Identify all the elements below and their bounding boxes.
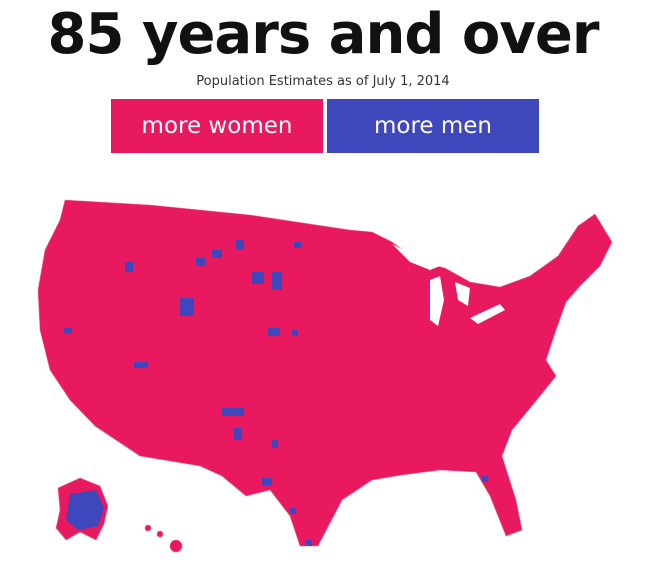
lake <box>455 282 470 306</box>
county <box>306 540 312 546</box>
county <box>268 328 280 336</box>
county <box>482 476 488 482</box>
hawaii <box>144 524 152 532</box>
county <box>196 258 205 266</box>
county <box>234 428 242 440</box>
county <box>134 362 148 368</box>
hawaii <box>156 530 164 538</box>
county <box>212 250 222 258</box>
lake <box>392 244 445 270</box>
county <box>262 478 272 486</box>
county <box>272 272 282 290</box>
states <box>37 199 613 553</box>
county <box>290 508 296 514</box>
county <box>64 328 72 334</box>
county <box>222 408 244 416</box>
contiguous-us <box>37 199 613 547</box>
hawaii <box>169 539 183 553</box>
county <box>236 240 244 250</box>
county <box>272 440 278 448</box>
title: 85 years and over <box>47 2 600 67</box>
men-majority-counties <box>64 240 488 546</box>
legend-item[interactable]: more women <box>111 99 323 153</box>
subtitle: Population Estimates as of July 1, 2014 <box>196 74 450 89</box>
legend-item[interactable]: more men <box>327 99 539 153</box>
lake <box>430 276 444 326</box>
lakes <box>392 244 505 326</box>
county <box>66 490 104 530</box>
county <box>125 262 133 272</box>
county <box>294 242 301 248</box>
county <box>292 330 298 336</box>
lake <box>470 304 505 324</box>
county <box>180 298 194 316</box>
county <box>252 272 264 284</box>
